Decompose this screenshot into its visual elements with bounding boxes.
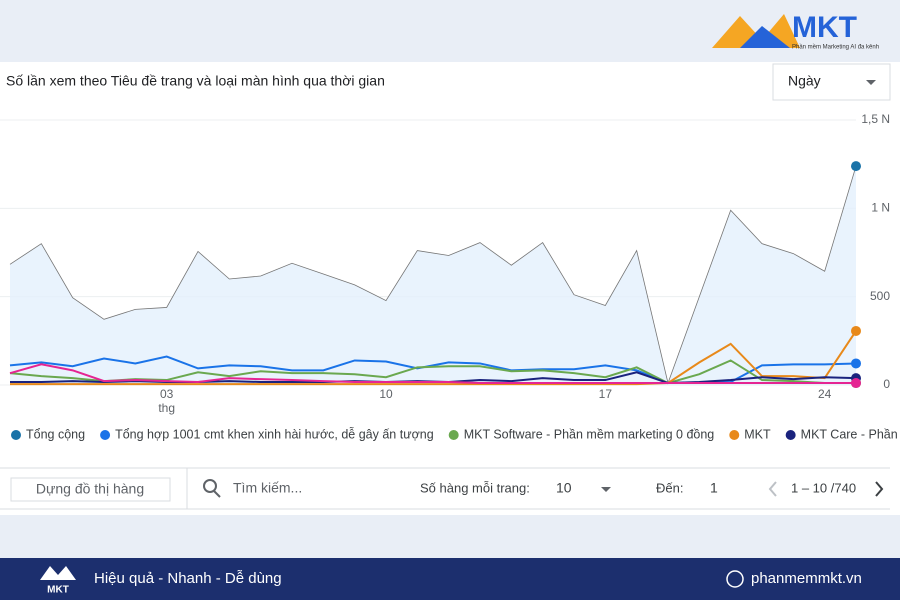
end-marker (851, 161, 861, 172)
search-input[interactable]: Tìm kiếm... (233, 480, 302, 496)
legend-label: MKT Software - Phần mềm marketing 0 đồng (464, 427, 715, 441)
globe-icon (726, 570, 744, 588)
search-icon (213, 490, 221, 498)
legend-swatch (11, 430, 21, 440)
legend-label: MKT Care - Phần mềm quản (801, 427, 900, 441)
x-sublabel: thg (158, 401, 175, 415)
legend-swatch (448, 430, 459, 440)
x-tick-label: 10 (379, 387, 393, 401)
legend-swatch (100, 430, 111, 440)
area (10, 166, 856, 385)
line (10, 330, 857, 386)
website: phanmemmkt.vn (751, 570, 862, 587)
end-marker (851, 325, 861, 336)
goto-label: Đến: (656, 480, 683, 495)
y-tick-label: 1,5 N (861, 112, 890, 126)
legend-swatch (785, 430, 796, 440)
y-tick-label: 500 (870, 289, 890, 303)
line (9, 363, 856, 385)
end-marker (851, 378, 861, 389)
next-page[interactable] (875, 481, 884, 497)
rows-label: Số hàng mỗi trang: (420, 480, 530, 495)
rows-value[interactable]: 10 (556, 480, 572, 496)
build-rows-button[interactable] (10, 477, 171, 502)
slogan: Hiệu quả - Nhanh - Dễ dùng (94, 570, 282, 587)
y-tick-label: 0 (883, 377, 890, 391)
end-marker (851, 358, 861, 369)
footer-logo (40, 566, 76, 580)
search-icon (203, 479, 217, 493)
legend-label: MKT (744, 427, 771, 441)
goto-value[interactable]: 1 (710, 480, 718, 496)
dropdown-arrow (866, 80, 876, 85)
x-tick-label: 03 (160, 387, 174, 401)
legend-label: Tổng hợp 1001 cmt khen xinh hài hước, dễ… (115, 426, 434, 441)
prev-page[interactable] (768, 481, 777, 497)
x-tick-label: 17 (599, 387, 613, 401)
legend-swatch (729, 430, 740, 440)
build-rows: Dựng đồ thị hàng (36, 481, 144, 497)
logo (712, 14, 800, 48)
period-value: Ngày (788, 73, 821, 89)
footer (0, 558, 900, 600)
x-tick-label: 24 (818, 387, 832, 401)
footer-brand: MKT (47, 585, 69, 596)
line (9, 165, 857, 385)
chart-title: Số lần xem theo Tiêu đề trang và loại mà… (6, 73, 385, 89)
legend-label: Tổng cộng (26, 427, 85, 441)
tagline: Phần mềm Marketing AI đa kênh (792, 45, 879, 51)
page-range: 1 – 10 /740 (791, 480, 856, 495)
brand: MKT (792, 11, 857, 44)
dropdown-arrow (601, 487, 611, 492)
y-tick-label: 1 N (871, 201, 890, 215)
